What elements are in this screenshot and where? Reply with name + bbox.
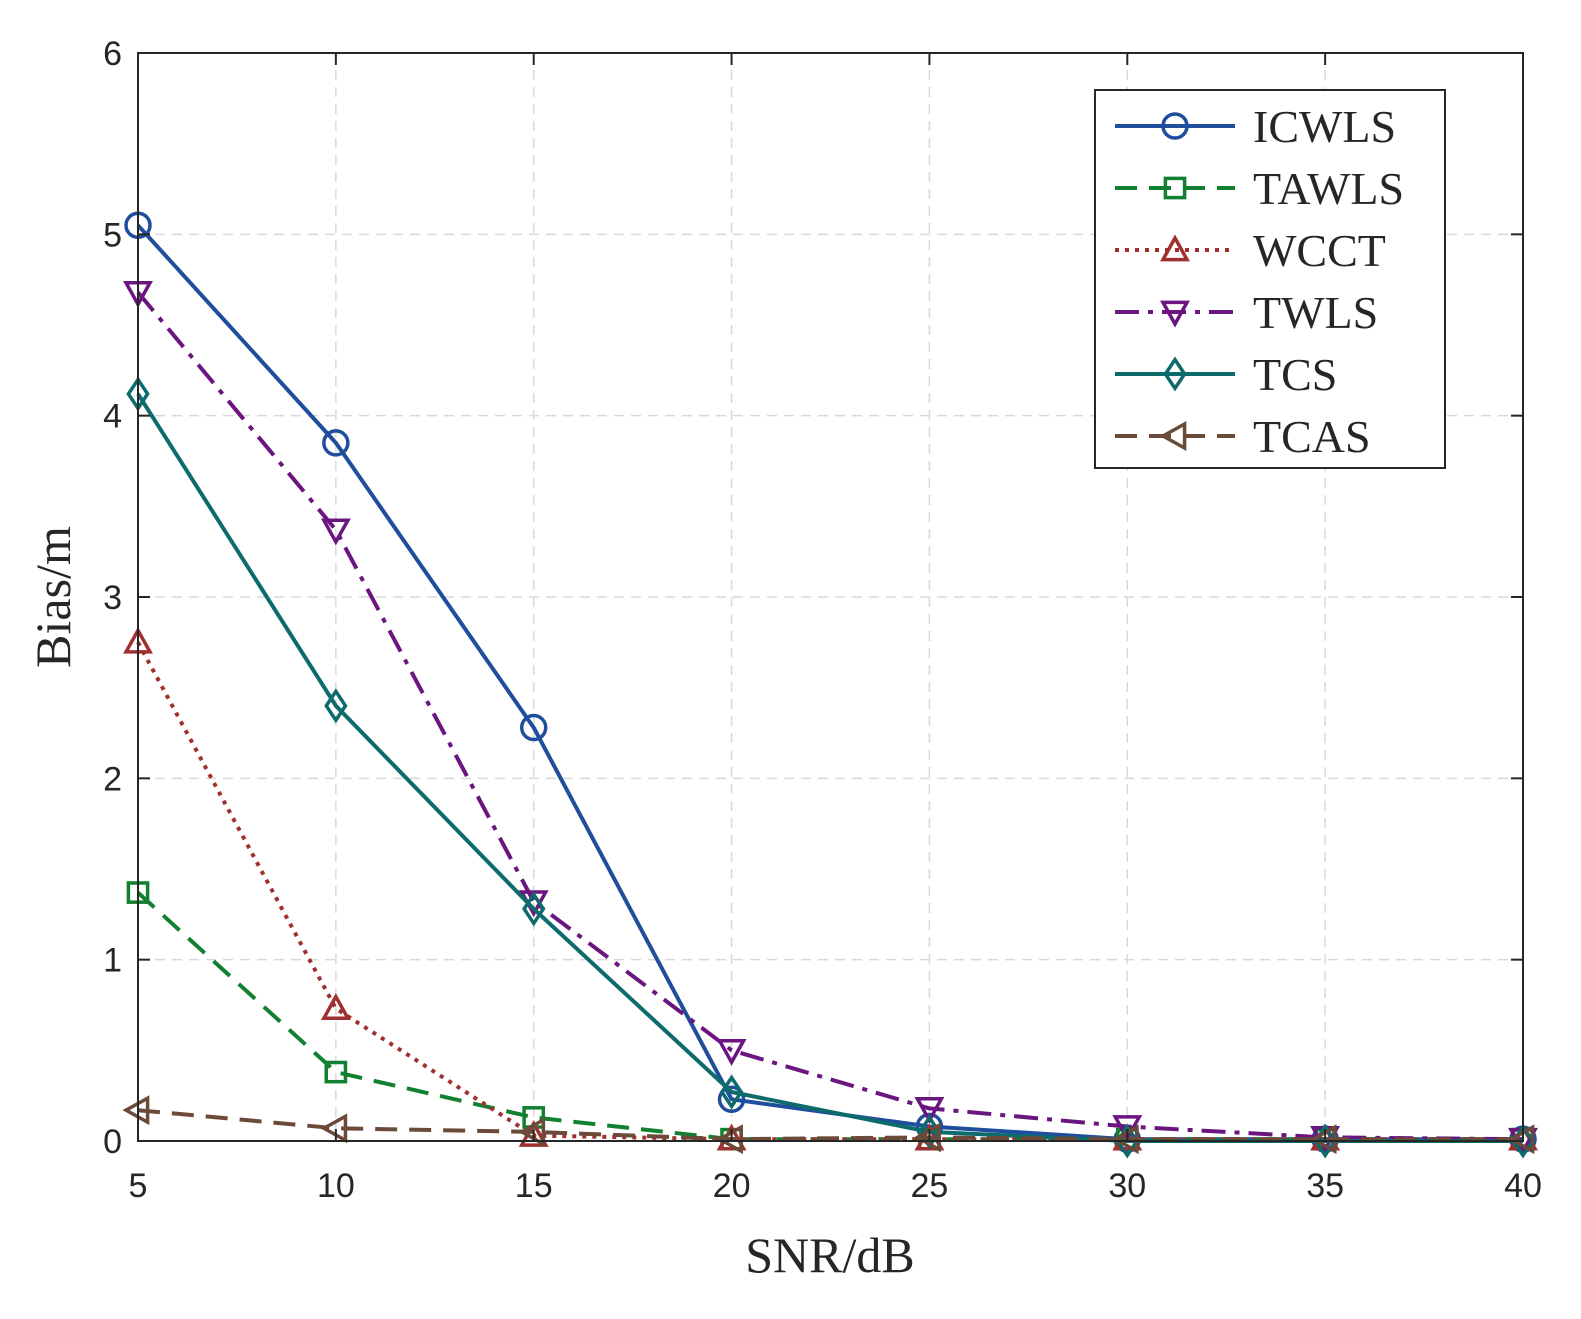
data-point-wcct (1160, 234, 1190, 262)
data-point-tcas (715, 1124, 743, 1155)
data-point-icwls (519, 713, 548, 742)
legend-item-wcct: WCCT (1115, 225, 1386, 276)
ticks: 5 10 15 20 25 30 35 40 0 1 2 3 4 5 6 (103, 35, 1542, 1205)
series-line-tcas (137, 1108, 1523, 1142)
y-tick-label: 1 (103, 942, 122, 980)
legend-label: TAWLS (1253, 163, 1404, 214)
legend-label: WCCT (1253, 225, 1386, 276)
x-tick-label: 25 (911, 1167, 949, 1205)
data-point-tcs (324, 688, 348, 724)
data-point-twls (1160, 300, 1190, 328)
data-point-tcas (320, 1113, 348, 1144)
series-tcas (122, 1095, 1535, 1155)
y-tick-label: 6 (103, 35, 122, 73)
legend-label: TCS (1253, 349, 1337, 400)
y-tick-label: 3 (103, 579, 122, 617)
data-point-icwls (717, 1085, 746, 1114)
data-point-twls (320, 518, 351, 546)
data-point-tcas (518, 1116, 546, 1147)
x-tick-label: 15 (515, 1167, 553, 1205)
x-tick-label: 10 (317, 1167, 355, 1205)
data-point-tcas (122, 1095, 150, 1126)
data-point-tcas (1309, 1124, 1337, 1155)
x-tick-label: 5 (129, 1167, 148, 1205)
legend-label: TCAS (1253, 411, 1371, 462)
y-tick-label: 4 (103, 398, 122, 436)
x-tick-label: 35 (1306, 1167, 1344, 1205)
x-tick-label: 30 (1108, 1167, 1146, 1205)
x-axis-title: SNR/dB (745, 1227, 915, 1283)
data-point-wcct (320, 993, 351, 1020)
legend-box (1094, 89, 1446, 469)
y-tick-label: 5 (103, 216, 122, 254)
data-point-tawls (324, 1060, 348, 1084)
legend-label: TWLS (1253, 287, 1378, 338)
data-point-icwls (1161, 112, 1189, 140)
series-line-twls (136, 291, 1524, 1142)
data-point-twls (914, 1097, 945, 1124)
data-point-tcs (1163, 356, 1187, 392)
legend-item-icwls: ICWLS (1115, 101, 1396, 152)
data-point-tcs (719, 1074, 744, 1110)
data-point-icwls (322, 429, 350, 457)
legend-item-tcs: TCS (1115, 349, 1337, 400)
data-point-tawls (1163, 176, 1187, 200)
data-point-tcas (913, 1122, 941, 1153)
data-point-tcas (1111, 1124, 1139, 1155)
legend: ICWLS TAWLS WCCT TWLS TCS TCAS (1094, 89, 1446, 469)
x-tick-label: 20 (713, 1167, 751, 1205)
y-tick-label: 0 (103, 1123, 122, 1161)
y-axis-title: Bias/m (25, 526, 81, 668)
legend-item-tawls: TAWLS (1115, 163, 1404, 214)
legend-label: ICWLS (1253, 101, 1396, 152)
x-tick-label: 40 (1504, 1167, 1542, 1205)
y-tick-label: 2 (103, 760, 122, 798)
data-point-twls (716, 1038, 747, 1066)
data-point-tcas (1507, 1124, 1535, 1155)
data-point-tcs (522, 891, 546, 927)
legend-item-tcas: TCAS (1115, 411, 1371, 462)
data-point-tcas (1159, 421, 1187, 451)
legend-item-twls: TWLS (1115, 287, 1378, 338)
